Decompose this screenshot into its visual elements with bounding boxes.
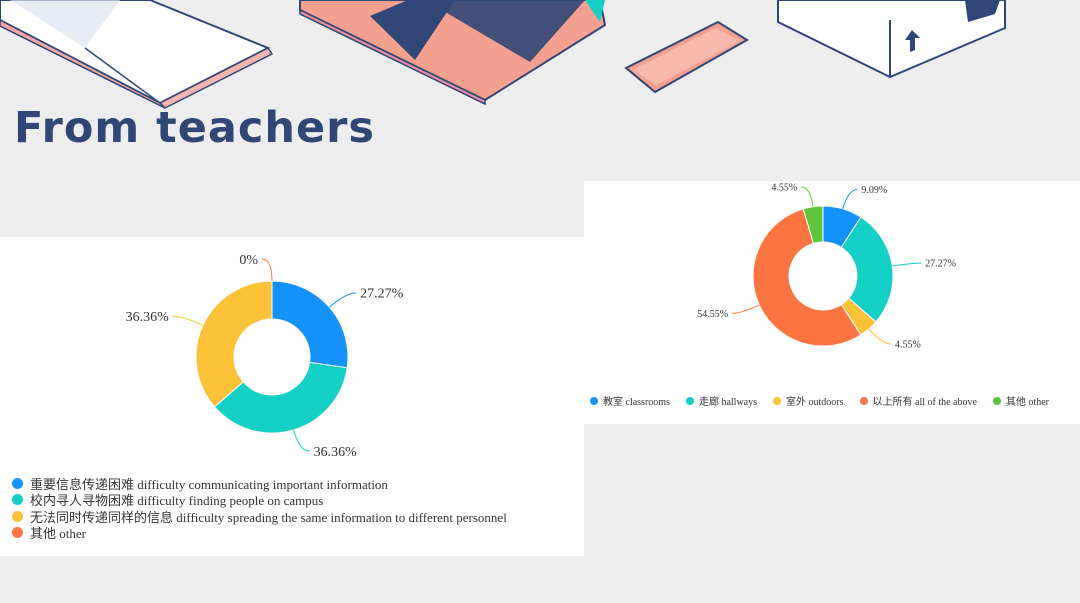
legend-item[interactable]: 其他 other xyxy=(12,525,507,542)
legend-label: 其他 other xyxy=(30,526,86,542)
legend-item[interactable]: 走廊 hallways xyxy=(685,393,757,408)
legend-item[interactable]: 其他 other xyxy=(992,393,1049,408)
legend-swatch xyxy=(12,494,23,506)
book-illustration xyxy=(0,0,274,109)
data-label: 0% xyxy=(239,253,258,268)
legend-label: 走廊 hallways xyxy=(698,397,757,408)
leader-line xyxy=(801,186,814,207)
donut-chart-right: 9.09% 27.27% 4.55% 54.55% 4.55% xyxy=(697,182,956,350)
legend-swatch xyxy=(685,396,694,405)
donut-slice[interactable] xyxy=(840,216,894,323)
legend-swatch xyxy=(12,477,23,489)
legend-label: 校内寻人寻物困难 difficulty finding people on ca… xyxy=(30,493,324,509)
laptop-illustration xyxy=(299,0,607,106)
legend-swatch xyxy=(859,396,868,405)
leader-line xyxy=(842,189,858,209)
leader-line xyxy=(732,304,760,314)
data-label: 9.09% xyxy=(861,185,887,196)
donut-slice[interactable] xyxy=(752,208,862,347)
legend-item[interactable]: 无法同时传递同样的信息 difficulty spreading the sam… xyxy=(12,508,507,525)
data-label: 36.36% xyxy=(126,310,170,325)
data-label: 27.27% xyxy=(925,259,956,270)
legend-swatch xyxy=(12,527,23,539)
donut-chart-left: 27.27% 36.36% 36.36% 0% xyxy=(126,253,404,460)
donut-slice[interactable] xyxy=(802,205,824,245)
donut-slice[interactable] xyxy=(195,280,273,408)
desk-illustration xyxy=(0,0,1006,109)
slide-title: From teachers xyxy=(14,103,375,153)
chart-panel-right: 9.09% 27.27% 4.55% 54.55% 4.55% 教室 classroom… xyxy=(584,181,1080,424)
leader-line xyxy=(892,262,922,267)
box-illustration xyxy=(777,0,1006,79)
data-label: 54.55% xyxy=(697,309,728,320)
chart-panel-left: 27.27% 36.36% 36.36% 0% 重要信息传递困难 difficulty… xyxy=(0,237,584,556)
legend-item[interactable]: 校内寻人寻物困难 difficulty finding people on ca… xyxy=(12,492,507,509)
legend-label: 其他 other xyxy=(1005,397,1049,408)
leader-line xyxy=(261,258,273,282)
legend-label: 以上所有 all of the above xyxy=(872,397,977,408)
legend-label: 室外 outdoors xyxy=(786,397,844,408)
data-label: 4.55% xyxy=(895,339,921,350)
phone-illustration xyxy=(624,20,749,94)
leader-line xyxy=(868,328,891,345)
legend-left: 重要信息传递困难 difficulty communicating import… xyxy=(12,475,507,541)
data-label: 36.36% xyxy=(314,445,358,460)
legend-item[interactable]: 以上所有 all of the above xyxy=(859,393,977,408)
legend-swatch xyxy=(590,396,598,405)
legend-right: 教室 classrooms 走廊 hallways 室外 outdoors 以上… xyxy=(590,393,1065,408)
legend-swatch xyxy=(12,510,23,522)
legend-item[interactable]: 教室 classrooms xyxy=(590,393,670,408)
donut-slice[interactable] xyxy=(213,361,348,434)
leader-line xyxy=(172,315,204,326)
data-label: 27.27% xyxy=(360,287,404,302)
leader-line xyxy=(292,429,310,452)
legend-swatch xyxy=(992,396,1001,405)
legend-label: 教室 classrooms xyxy=(603,397,670,408)
legend-swatch xyxy=(773,396,781,405)
legend-label: 无法同时传递同样的信息 difficulty spreading the sam… xyxy=(30,509,507,525)
legend-item[interactable]: 室外 outdoors xyxy=(773,393,844,408)
data-label: 4.55% xyxy=(771,182,797,193)
leader-line xyxy=(329,292,357,308)
legend-item[interactable]: 重要信息传递困难 difficulty communicating import… xyxy=(12,475,507,492)
donut-slice[interactable] xyxy=(271,280,349,369)
legend-label: 重要信息传递困难 difficulty communicating import… xyxy=(30,476,388,492)
